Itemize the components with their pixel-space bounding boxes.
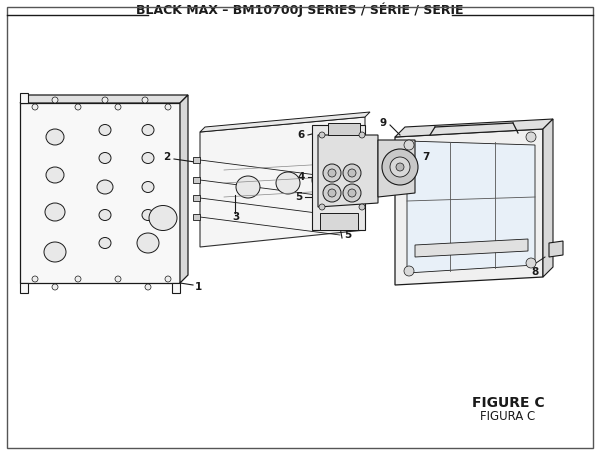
Circle shape (359, 204, 365, 210)
Bar (193, 177, 200, 183)
Circle shape (165, 276, 171, 282)
Circle shape (319, 204, 325, 210)
Circle shape (396, 163, 404, 171)
Circle shape (323, 184, 341, 202)
Bar (193, 214, 200, 220)
Polygon shape (320, 213, 358, 230)
Text: FIGURE C: FIGURE C (472, 396, 544, 410)
Ellipse shape (44, 242, 66, 262)
Bar (193, 157, 200, 163)
Circle shape (52, 97, 58, 103)
Ellipse shape (149, 206, 177, 231)
Ellipse shape (99, 238, 111, 248)
Ellipse shape (345, 171, 359, 183)
Circle shape (404, 266, 414, 276)
Ellipse shape (45, 203, 65, 221)
Polygon shape (328, 123, 360, 135)
Text: 4: 4 (298, 172, 305, 182)
Circle shape (323, 164, 341, 182)
Text: FIGURA C: FIGURA C (481, 410, 536, 424)
Text: 9: 9 (380, 118, 387, 128)
Polygon shape (200, 112, 370, 132)
Bar (193, 195, 200, 201)
Circle shape (75, 276, 81, 282)
Ellipse shape (276, 172, 300, 194)
Circle shape (348, 189, 356, 197)
Polygon shape (20, 283, 28, 293)
Circle shape (145, 284, 151, 290)
Circle shape (32, 276, 38, 282)
Ellipse shape (46, 129, 64, 145)
Ellipse shape (99, 152, 111, 163)
Text: 8: 8 (532, 267, 539, 277)
Polygon shape (549, 241, 563, 257)
Text: 1: 1 (195, 282, 202, 292)
Polygon shape (172, 283, 180, 293)
Circle shape (526, 258, 536, 268)
Circle shape (328, 169, 336, 177)
Polygon shape (20, 95, 188, 103)
Circle shape (32, 104, 38, 110)
Ellipse shape (236, 176, 260, 198)
Ellipse shape (142, 209, 154, 221)
Polygon shape (180, 95, 188, 283)
Ellipse shape (312, 168, 338, 192)
Polygon shape (20, 103, 180, 283)
Circle shape (382, 149, 418, 185)
Text: 6: 6 (298, 130, 305, 140)
Polygon shape (200, 117, 365, 247)
Polygon shape (318, 135, 378, 207)
Polygon shape (543, 119, 553, 277)
Ellipse shape (142, 182, 154, 192)
Ellipse shape (99, 125, 111, 136)
Circle shape (328, 189, 336, 197)
Circle shape (319, 132, 325, 138)
Circle shape (52, 284, 58, 290)
Ellipse shape (137, 233, 159, 253)
Circle shape (359, 132, 365, 138)
Ellipse shape (142, 152, 154, 163)
Text: 5: 5 (295, 192, 302, 202)
Ellipse shape (97, 180, 113, 194)
Ellipse shape (99, 209, 111, 221)
Circle shape (102, 97, 108, 103)
Circle shape (348, 169, 356, 177)
Text: 3: 3 (232, 212, 239, 222)
Circle shape (390, 157, 410, 177)
Ellipse shape (46, 167, 64, 183)
Circle shape (343, 164, 361, 182)
Circle shape (75, 104, 81, 110)
Text: 5: 5 (344, 230, 352, 240)
Circle shape (404, 140, 414, 150)
Ellipse shape (142, 125, 154, 136)
Polygon shape (312, 125, 365, 230)
Polygon shape (395, 119, 553, 137)
Polygon shape (378, 140, 415, 197)
Polygon shape (407, 141, 535, 273)
Text: 7: 7 (422, 152, 430, 162)
Circle shape (343, 184, 361, 202)
Text: 2: 2 (163, 152, 170, 162)
Circle shape (526, 132, 536, 142)
Polygon shape (20, 93, 28, 103)
Polygon shape (395, 129, 543, 285)
Circle shape (142, 97, 148, 103)
Circle shape (165, 104, 171, 110)
Polygon shape (415, 239, 528, 257)
Circle shape (115, 104, 121, 110)
Text: BLACK MAX – BM10700J SERIES / SÉRIE / SERIE: BLACK MAX – BM10700J SERIES / SÉRIE / SE… (136, 3, 464, 17)
Circle shape (115, 276, 121, 282)
